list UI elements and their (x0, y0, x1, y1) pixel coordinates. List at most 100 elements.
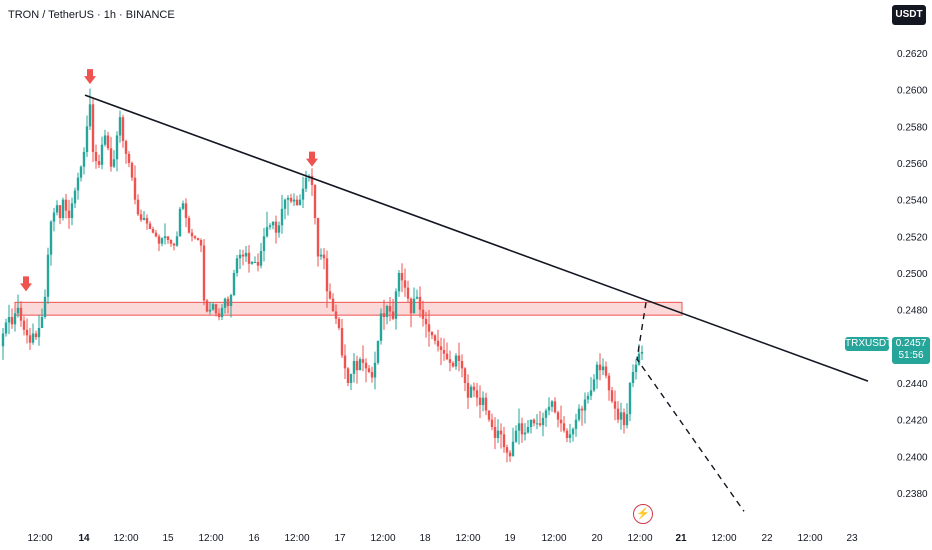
x-tick-time: 12:00 (284, 533, 309, 544)
candle-body (82, 152, 86, 167)
candle-body (301, 188, 305, 200)
candle-body (223, 298, 227, 308)
candle-body (634, 364, 638, 372)
candle-body (283, 199, 287, 209)
candle-body (265, 227, 269, 237)
candle-body (367, 368, 371, 372)
x-tick-time: 12:00 (370, 533, 395, 544)
candle-body (241, 254, 245, 257)
candle-body (70, 203, 74, 218)
candle-body (550, 401, 554, 407)
candle-body (145, 218, 149, 224)
x-tick-day: 22 (761, 533, 773, 544)
candle-body (415, 296, 419, 299)
candle-body (118, 117, 122, 136)
candle-body (97, 161, 101, 165)
candle-body (121, 117, 125, 141)
candle-countdown: 51:56 (898, 350, 924, 361)
candle-body (445, 353, 449, 360)
candle-body (88, 104, 92, 127)
x-tick-time: 12:00 (627, 533, 652, 544)
candle-body (190, 232, 194, 237)
candle-body (304, 177, 308, 189)
candle-body (259, 251, 263, 266)
candle-body (328, 291, 332, 299)
candle-body (103, 135, 107, 145)
candle-body (565, 430, 569, 438)
candle-body (19, 307, 23, 321)
candle-body (532, 419, 536, 424)
candle-body (628, 383, 632, 415)
x-tick-time: 12:00 (797, 533, 822, 544)
candle-body (511, 441, 515, 457)
candle-body (184, 203, 188, 218)
time-axis[interactable]: 12:00 14 12:00 15 12:00 16 12:00 17 12:00 18 12:00… (27, 533, 858, 544)
candle-body (484, 397, 488, 411)
candle-body (460, 361, 464, 369)
candle-body (10, 317, 14, 325)
candle-body (40, 317, 44, 328)
candle-body (454, 355, 458, 367)
candle-body (619, 412, 623, 420)
candle-body (313, 185, 317, 218)
candle-body (94, 152, 98, 162)
candle-body (589, 390, 593, 396)
candle-body (220, 307, 224, 317)
candle-body (109, 148, 113, 167)
candle-body (349, 373, 353, 383)
candle-body (280, 208, 284, 226)
candle-body (598, 364, 602, 371)
candle-body (436, 340, 440, 347)
candle-body (412, 298, 416, 314)
candle-body (7, 317, 11, 323)
candle-body (175, 236, 179, 246)
currency-badge[interactable]: USDT (892, 5, 926, 25)
candle-body (541, 417, 545, 426)
candle-body (610, 390, 614, 402)
candle-body (100, 144, 104, 165)
support-zone-layer (14, 301, 683, 316)
candle-body (439, 346, 443, 350)
candle-body (289, 197, 293, 202)
candle-body (547, 406, 551, 411)
x-tick-day: 14 (78, 533, 90, 544)
candle-body (526, 427, 530, 433)
candle-body (637, 353, 641, 365)
candle-body (496, 430, 500, 438)
candle-body (205, 300, 209, 312)
candle-body (592, 379, 596, 391)
candle-body (292, 199, 296, 202)
candle-body (334, 311, 338, 319)
candle-body (274, 221, 278, 233)
x-tick-day: 23 (846, 533, 858, 544)
candle-body (421, 309, 425, 319)
candle-body (181, 203, 185, 209)
candle-body (295, 199, 299, 206)
candle-body (76, 177, 80, 191)
candle-body (46, 254, 50, 297)
candle-body (427, 324, 431, 332)
candle-body (586, 395, 590, 400)
y-tick-label: 0.2580 (897, 122, 928, 133)
lightning-icon[interactable]: ⚡ (633, 504, 653, 524)
candle-body (154, 232, 158, 237)
candle-body (106, 135, 110, 149)
candle-body (178, 208, 182, 237)
candle-body (442, 350, 446, 354)
candle-body (148, 223, 152, 229)
candle-body (535, 423, 539, 425)
candle-body (271, 221, 275, 226)
candle-body (544, 410, 548, 418)
candle-body (418, 296, 422, 310)
candle-body (1, 333, 5, 347)
candle-body (337, 318, 341, 328)
candle-body (115, 135, 119, 160)
candle-body (631, 372, 635, 383)
candle-body (499, 430, 503, 435)
price-axis[interactable]: 0.23800.24000.24200.24400.24600.24800.25… (897, 49, 928, 500)
candle-body (487, 410, 491, 420)
candle-body (469, 386, 473, 398)
candle-body (373, 362, 377, 378)
candle-body (433, 335, 437, 341)
